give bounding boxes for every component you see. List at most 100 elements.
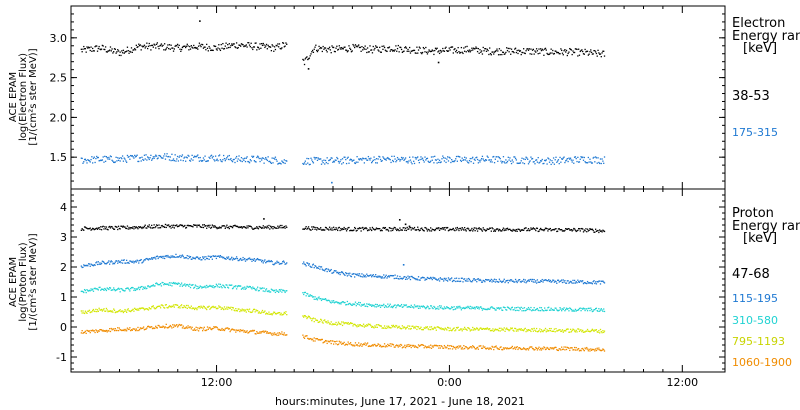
proton-data-point: [273, 226, 275, 228]
proton-data-point: [103, 261, 105, 264]
proton-data-point: [468, 347, 470, 350]
proton-data-point: [365, 276, 367, 278]
electron-data-point: [324, 159, 327, 162]
electron-data-point: [427, 51, 429, 53]
electron-data-point: [518, 162, 521, 164]
proton-data-point: [220, 308, 222, 310]
proton-data-point: [201, 226, 203, 229]
proton-data-point: [400, 327, 402, 330]
electron-data-point: [252, 46, 255, 48]
electron-data-point: [442, 50, 445, 52]
proton-data-point: [249, 330, 251, 332]
proton-data-point: [556, 349, 558, 351]
proton-data-point: [126, 287, 129, 289]
electron-data-point: [321, 160, 323, 162]
proton-data-point: [449, 279, 451, 281]
proton-data-point: [336, 301, 338, 303]
electron-data-point: [383, 46, 386, 49]
proton-data-point: [303, 336, 305, 338]
proton-data-point: [217, 255, 219, 257]
proton-data-point: [514, 327, 517, 330]
electron-data-point: [378, 50, 380, 52]
proton-data-point: [142, 286, 145, 288]
electron-data-point: [534, 50, 536, 52]
electron-data-point: [251, 47, 253, 49]
proton-data-point: [273, 311, 275, 313]
electron-data-point: [413, 162, 416, 165]
proton-data-point: [225, 327, 227, 329]
proton-data-point: [282, 333, 284, 335]
proton-data-point: [193, 286, 196, 288]
proton-data-point: [379, 306, 382, 308]
proton-data-point: [596, 230, 598, 232]
proton-data-point: [353, 303, 355, 306]
proton-data-point: [527, 306, 530, 309]
proton-data-point: [127, 287, 129, 289]
proton-data-point: [330, 302, 332, 304]
proton-data-point: [586, 310, 589, 312]
proton-data-point: [216, 255, 218, 258]
electron-data-point: [265, 156, 267, 159]
proton-data-point: [193, 328, 196, 330]
proton-data-point: [506, 227, 509, 229]
electron-data-point: [180, 155, 183, 158]
proton-data-point: [341, 271, 343, 273]
proton-data-point: [223, 329, 226, 332]
proton-data-point: [533, 349, 535, 351]
proton-data-point: [576, 331, 578, 333]
proton-data-point: [354, 323, 356, 326]
proton-data-point: [162, 305, 164, 307]
electron-data-point: [585, 162, 587, 164]
electron-data-point: [440, 51, 442, 53]
electron-data-point: [338, 162, 340, 164]
electron-data-point: [582, 53, 585, 55]
proton-data-point: [470, 329, 472, 331]
proton-data-point: [248, 331, 250, 334]
electron-data-point: [227, 46, 230, 49]
proton-data-point: [281, 331, 283, 333]
proton-data-point: [601, 349, 603, 351]
proton-data-point: [274, 333, 277, 336]
proton-data-point: [380, 229, 382, 231]
proton-data-point: [109, 286, 111, 289]
electron-data-point: [341, 163, 343, 165]
electron-data-point: [157, 45, 159, 48]
electron-data-point: [425, 158, 428, 160]
proton-data-point: [303, 228, 306, 230]
proton-data-point: [106, 287, 108, 289]
proton-data-point: [448, 229, 450, 231]
proton-data-point: [507, 282, 509, 284]
proton-data-point: [569, 307, 571, 309]
proton-data-point: [161, 281, 163, 284]
electron-data-point: [116, 160, 118, 162]
electron-data-point: [210, 49, 213, 51]
electron-data-point: [130, 51, 132, 53]
proton-data-point: [486, 279, 488, 281]
proton-data-point: [109, 225, 111, 228]
proton-data-point: [547, 347, 549, 349]
proton-data-point: [89, 265, 91, 267]
proton-data-point: [125, 227, 128, 230]
proton-data-point: [564, 310, 566, 312]
electron-data-point: [334, 159, 336, 161]
proton-data-point: [220, 227, 222, 229]
proton-data-point: [578, 328, 580, 330]
electron-data-point: [505, 159, 507, 161]
proton-data-point: [550, 347, 552, 349]
proton-data-point: [523, 310, 525, 312]
electron-data-point: [128, 52, 130, 54]
electron-data-point: [425, 159, 427, 161]
proton-data-point: [370, 229, 373, 232]
proton-data-point: [483, 280, 485, 282]
electron-data-point: [582, 159, 585, 161]
proton-data-point: [161, 304, 163, 306]
proton-data-point: [239, 330, 241, 333]
proton-data-point: [400, 344, 403, 346]
proton-data-point: [266, 260, 268, 262]
proton-data-point: [412, 228, 414, 230]
electron-data-point: [424, 156, 426, 158]
proton-data-point: [155, 326, 158, 329]
proton-data-point: [189, 225, 192, 227]
proton-data-point: [96, 261, 98, 263]
